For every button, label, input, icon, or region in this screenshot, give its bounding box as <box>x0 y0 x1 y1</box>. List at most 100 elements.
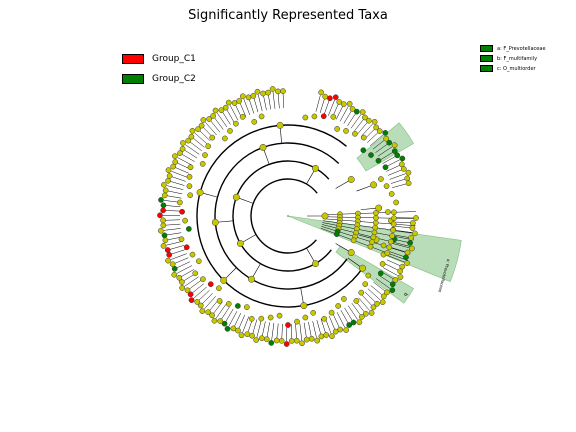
leaf-node <box>308 335 315 342</box>
leaf-node <box>171 271 178 278</box>
leaf-node <box>254 88 261 95</box>
wedge-node <box>391 215 397 222</box>
leaf-node <box>356 319 363 326</box>
leaf-node <box>235 327 241 334</box>
branch <box>348 305 358 320</box>
clade-node <box>382 164 389 171</box>
legend-item-group-c2: Group_C2 <box>122 70 196 87</box>
branch <box>271 323 275 340</box>
clade-node <box>258 113 265 120</box>
leaf-node <box>222 104 229 111</box>
leaf-node <box>340 101 347 107</box>
branch <box>328 99 335 116</box>
clade-legend: a: F_Prevotellaceae b: F_multifamily c: … <box>480 44 546 74</box>
leaf-node <box>161 192 168 199</box>
inner-node <box>300 302 308 310</box>
inner-node <box>259 143 267 151</box>
branch <box>163 228 181 231</box>
leaf-node <box>405 180 412 187</box>
leaf-node <box>409 220 416 226</box>
leaf-node <box>199 308 206 314</box>
clade-node <box>187 164 194 171</box>
leaf-node <box>404 260 410 266</box>
branch <box>367 288 381 301</box>
inner-node <box>211 218 219 226</box>
clade-node <box>207 281 214 288</box>
leaf-node <box>179 285 185 291</box>
leaf-node <box>158 197 164 203</box>
clade-node <box>343 128 349 134</box>
branch <box>377 146 393 157</box>
branch <box>272 91 276 109</box>
leaf-node <box>160 243 167 249</box>
leaf-node <box>349 106 356 112</box>
leaf-node <box>165 167 172 173</box>
branch <box>184 276 199 287</box>
clade-node <box>360 134 367 141</box>
leaf-node <box>260 90 266 97</box>
clade-node <box>216 285 222 292</box>
clade-node <box>360 147 367 154</box>
leaf-node <box>188 133 195 140</box>
leaf-node <box>197 302 204 309</box>
leaf-node <box>195 126 201 133</box>
legend-item-group-c1: Group_C1 <box>122 50 196 67</box>
clade-node <box>205 143 212 150</box>
leaf-node <box>362 114 368 121</box>
legend-swatch-green <box>480 65 493 72</box>
leaf-node <box>389 281 396 288</box>
branch <box>389 173 406 180</box>
clade-node <box>202 152 208 158</box>
leaf-node <box>245 94 252 101</box>
branch <box>358 297 370 311</box>
leaf-node <box>157 227 164 234</box>
leaf-node <box>206 116 213 122</box>
leaf-node <box>164 247 171 253</box>
leaf-node <box>170 163 177 170</box>
leaf-node <box>263 336 270 343</box>
leaf-node <box>211 317 218 324</box>
clade-node <box>358 289 365 296</box>
clade-node <box>225 301 232 307</box>
leaf-node <box>376 128 383 134</box>
wedge-node <box>389 233 395 239</box>
clade-node <box>375 157 382 164</box>
clade-node <box>244 304 250 311</box>
branch <box>315 95 321 112</box>
leaf-node <box>303 336 310 343</box>
clade-node <box>310 309 317 316</box>
leaf-node <box>244 331 251 338</box>
leaf-node <box>404 175 411 182</box>
clade-node <box>258 315 265 322</box>
clade-node <box>176 199 183 206</box>
clade-node <box>335 303 342 309</box>
leaf-node <box>408 245 415 252</box>
leaf-node <box>359 109 366 115</box>
clade-node <box>195 258 202 265</box>
leaf-node <box>221 320 228 327</box>
leaf-node <box>224 325 231 332</box>
branch <box>177 157 193 166</box>
legend-swatch-red <box>122 53 144 64</box>
clade-legend-item-b: b: F_multifamily <box>480 54 546 63</box>
leaf-node <box>346 322 353 328</box>
leaf-node <box>323 332 330 338</box>
clade-node <box>209 134 216 141</box>
clade-legend-item-c: c: O_multiorder <box>480 64 546 73</box>
clade-node <box>192 270 199 277</box>
branch <box>394 230 412 234</box>
leaf-node <box>275 88 281 95</box>
leaf-node <box>165 177 171 184</box>
branch <box>194 132 208 145</box>
clade-node <box>334 126 340 132</box>
leaf-node <box>198 122 205 129</box>
leaf-node <box>409 225 416 231</box>
taxonomy-ring <box>250 178 318 254</box>
leaf-node <box>238 332 245 339</box>
leaf-node <box>169 261 176 268</box>
leaf-node <box>373 124 380 131</box>
taxonomy-ring <box>232 160 332 272</box>
branch <box>229 105 239 121</box>
inner-node <box>220 276 228 284</box>
leaf-node <box>217 318 224 324</box>
